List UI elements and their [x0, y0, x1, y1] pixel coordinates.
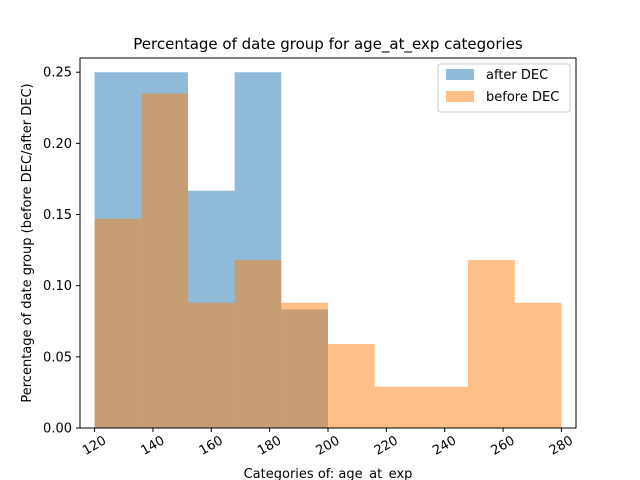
- legend: after DEC before DEC: [437, 63, 571, 113]
- y-tick-label: 0.20: [43, 137, 72, 152]
- y-axis: 0.00 0.05 0.10 0.15 0.20 0.25: [43, 66, 80, 437]
- y-tick-label: 0.00: [43, 422, 72, 437]
- bar-before-dec-1: [141, 93, 188, 429]
- legend-label: before DEC: [486, 90, 559, 105]
- legend-label: after DEC: [486, 68, 548, 83]
- y-tick-label: 0.05: [43, 350, 72, 365]
- y-axis-label: Percentage of date group (before DEC/aft…: [20, 83, 35, 402]
- chart-title: Percentage of date group for age_at_exp …: [133, 35, 523, 54]
- x-axis-label: Categories of: age_at_exp: [244, 467, 413, 480]
- bar-before-dec-4: [281, 302, 328, 428]
- bar-before-dec-9: [514, 302, 562, 428]
- bar-before-dec-8: [468, 260, 515, 428]
- bar-before-dec-2: [187, 302, 235, 428]
- y-tick-label: 0.10: [43, 279, 72, 294]
- bar-before-dec-0: [94, 218, 142, 428]
- legend-swatch: [446, 91, 474, 102]
- legend-swatch: [446, 69, 474, 80]
- y-tick-label: 0.25: [43, 66, 72, 81]
- bar-before-dec-7: [421, 386, 469, 428]
- bar-before-dec-5: [328, 344, 375, 428]
- bar-before-dec-3: [234, 260, 282, 428]
- bars-layer: [94, 72, 562, 429]
- y-tick-label: 0.15: [43, 208, 72, 223]
- bar-before-dec-6: [374, 386, 422, 428]
